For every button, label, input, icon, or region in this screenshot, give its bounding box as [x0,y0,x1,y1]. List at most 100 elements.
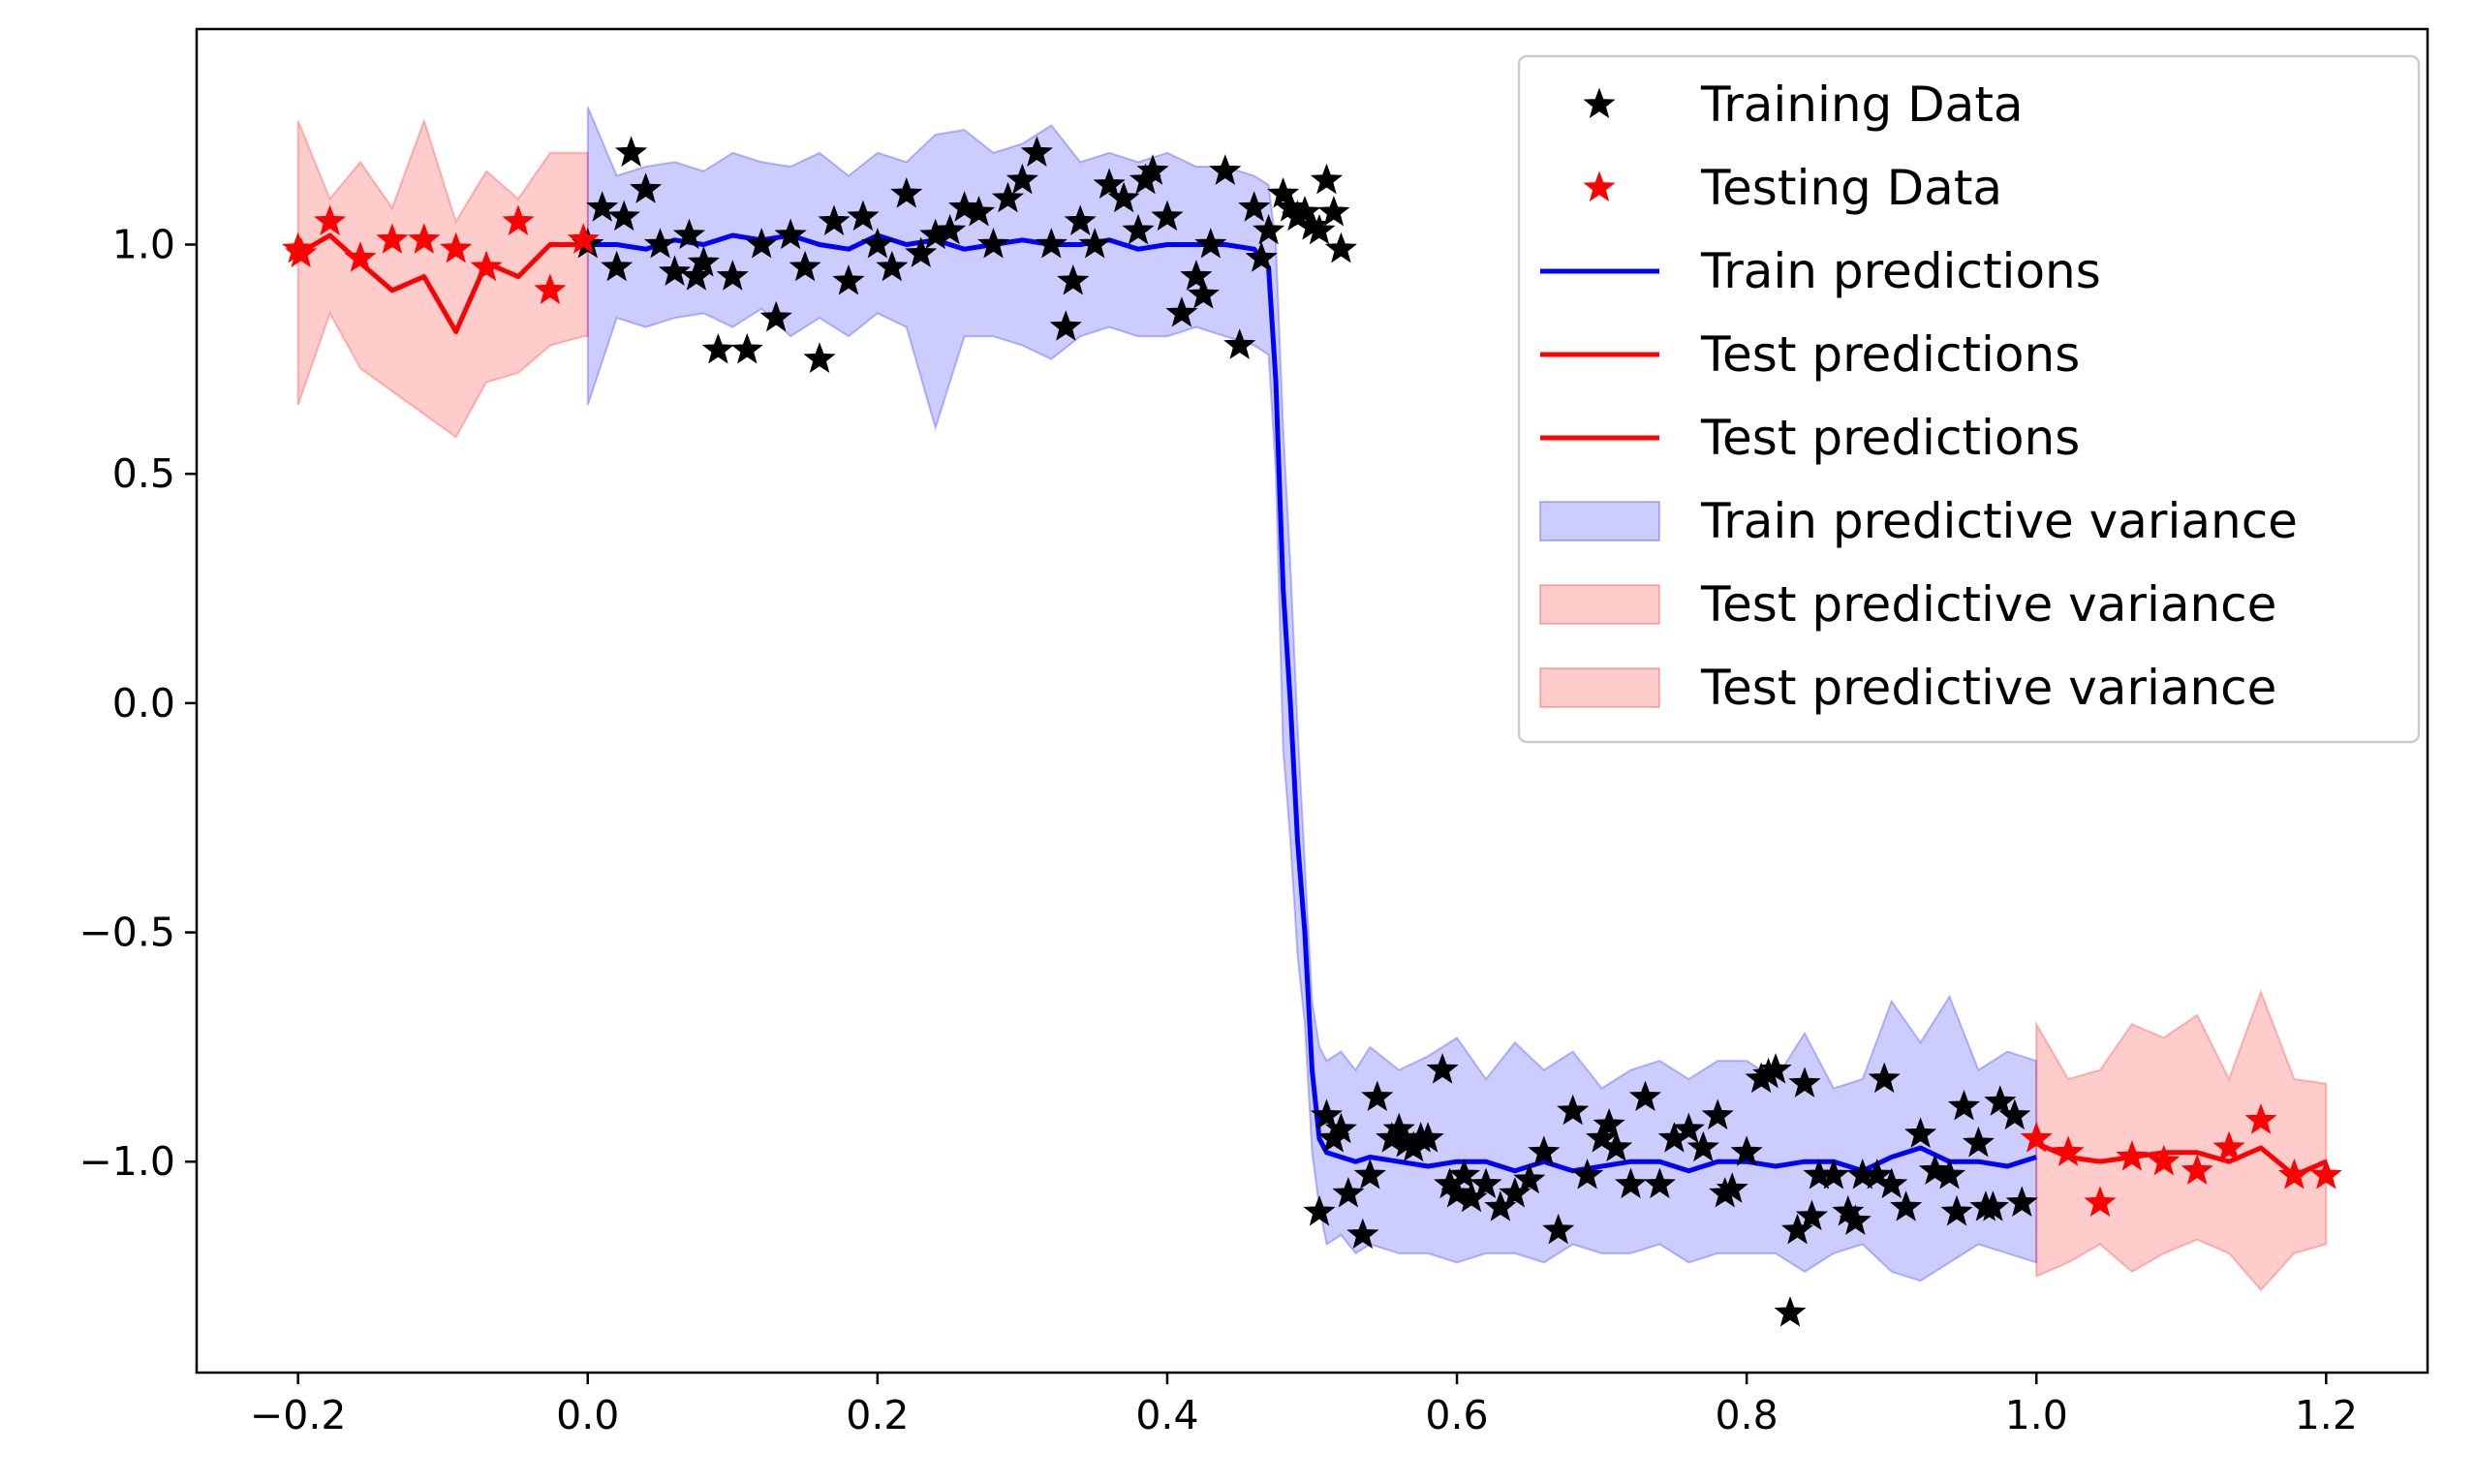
training-point-88 [1557,1094,1590,1126]
training-point-49 [1209,154,1242,185]
legend: Training Data Testing Data Train predictio… [1517,54,2421,744]
training-point-11 [701,332,734,364]
y-tick-label: 0.5 [112,450,175,497]
y-tick-label: −1.0 [78,1138,175,1185]
testing-point-9 [534,273,567,304]
testing-point-2 [314,204,347,235]
training-point-1 [586,191,619,222]
training-point-101 [1716,1172,1748,1203]
testing-point-4 [376,223,409,254]
training-point-19 [818,204,851,235]
legend-label: Test predictions [1700,410,2080,466]
training-point-59 [1303,213,1336,245]
training-point-13 [730,332,763,364]
training-point-8 [672,218,706,250]
training-point-29 [962,195,996,227]
training-point-129 [2005,1186,2038,1217]
training-point-124 [1962,1126,1995,1158]
y-tick-label: −0.5 [78,910,175,956]
legend-label: Train predictive variance [1700,493,2298,549]
training-point-41 [1122,213,1155,245]
training-point-43 [1136,154,1169,185]
training-point-32 [1005,163,1038,195]
training-point-92 [1599,1130,1633,1162]
x-tick-label: 0.4 [1135,1392,1198,1438]
training-point-82 [1470,1167,1502,1199]
plot-frame [195,27,2429,1375]
training-point-79 [1440,1176,1473,1208]
training-point-20 [832,263,865,295]
legend-label: Train predictions [1700,243,2101,299]
training-point-85 [1513,1162,1546,1194]
training-point-80 [1447,1158,1481,1190]
training-point-54 [1267,176,1300,208]
training-point-4 [615,136,648,167]
x-tick-label: 0.8 [1716,1392,1779,1438]
training-point-106 [1774,1296,1807,1327]
training-point-57 [1288,195,1321,227]
y-tick-label: 0.0 [112,680,175,727]
training-point-7 [658,255,692,286]
training-point-46 [1180,260,1213,291]
training-point-118 [1890,1190,1923,1221]
training-point-35 [1049,310,1082,341]
legend-patch [1539,501,1660,541]
training-point-58 [1295,209,1329,240]
training-point-76 [1411,1122,1444,1153]
training-point-50 [1223,328,1256,359]
training-point-6 [643,228,677,259]
training-point-10 [687,245,720,277]
training-point-89 [1571,1158,1604,1190]
training-point-51 [1238,191,1271,222]
training-point-63 [1303,1194,1336,1226]
training-point-15 [759,300,792,332]
training-point-45 [1165,296,1198,327]
training-point-33 [1020,136,1053,167]
x-tick-label: 0.6 [1425,1392,1488,1438]
training-point-115 [1861,1158,1894,1190]
legend-label: Test predictions [1700,326,2080,383]
testing-point-7 [470,250,503,282]
legend-label: Training Data [1700,77,2024,133]
training-point-24 [890,176,923,208]
testing-point-17 [2212,1130,2245,1162]
y-tick-label: 1.0 [112,221,175,267]
training-point-121 [1933,1158,1966,1190]
testing-point-10 [567,223,600,254]
legend-label: Test predictive variance [1700,576,2276,633]
training-point-68 [1346,1218,1379,1250]
testing-point-6 [440,232,473,263]
training-point-5 [630,172,663,203]
training-point-95 [1643,1167,1676,1199]
training-point-28 [948,191,981,222]
legend-box [1517,54,2421,744]
data-points [282,136,2342,1327]
training-point-119 [1904,1117,1937,1148]
legend-marker [1583,87,1616,119]
y-axis: −1.0 −0.5 0.0 0.5 1.0 [78,221,197,1185]
training-point-16 [774,218,807,250]
testing-point-16 [2181,1154,2213,1185]
legend-patch [1539,584,1660,625]
x-tick-label: 1.0 [2005,1392,2068,1438]
training-point-126 [1976,1190,2009,1221]
x-tick-label: 0.0 [556,1392,619,1438]
training-point-39 [1093,168,1126,200]
training-point-97 [1672,1112,1705,1144]
training-point-66 [1324,1112,1357,1144]
training-point-30 [976,228,1010,259]
training-point-105 [1759,1053,1792,1084]
training-point-72 [1382,1112,1415,1144]
training-point-87 [1542,1213,1575,1245]
training-point-117 [1875,1167,1908,1199]
testing-point-14 [2116,1140,2149,1171]
training-point-62 [1324,232,1357,263]
training-point-86 [1528,1135,1561,1166]
training-point-47 [1187,278,1220,309]
training-point-93 [1614,1167,1648,1199]
x-tick-label: −0.2 [250,1392,347,1438]
training-point-98 [1686,1130,1719,1162]
training-point-99 [1701,1098,1734,1130]
training-point-48 [1194,228,1227,259]
testing-point-19 [2277,1158,2310,1190]
